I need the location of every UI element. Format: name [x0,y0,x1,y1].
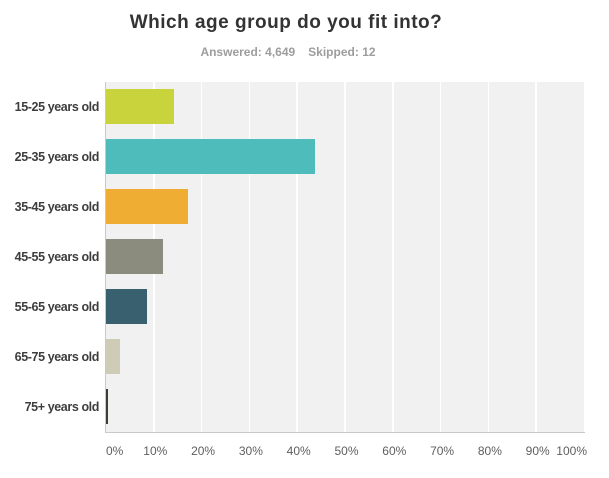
bar-25-35-years-old[interactable] [106,139,315,174]
category-label-75-years-old: 75+ years old [24,399,100,414]
y-axis-line [104,81,106,432]
plot-area [106,81,584,432]
answered-stat: Answered: 4,649 [200,45,295,59]
category-label-25-35-years-old: 25-35 years old [14,149,100,164]
category-label-65-75-years-old: 65-75 years old [14,349,100,364]
x-tick-label-20: 20% [191,443,216,458]
chart-subtitle: Answered: 4,649 Skipped: 12 [0,45,576,59]
x-tick-label-0: 0% [106,443,124,458]
bar-75-years-old[interactable] [106,389,109,424]
gridline-50% [344,81,346,432]
x-tick-label-80: 80% [477,443,502,458]
x-tick-label-70: 70% [430,443,455,458]
category-label-35-45-years-old: 35-45 years old [14,199,100,214]
x-tick-label-30: 30% [238,443,263,458]
answered-value: 4,649 [265,45,296,59]
gridline-60% [392,81,394,432]
x-tick-label-90: 90% [525,443,550,458]
bar-15-25-years-old[interactable] [106,89,174,124]
skipped-value: 12 [362,45,376,59]
gridline-70% [439,81,442,432]
skipped-label: Skipped: [308,45,359,59]
category-label-15-25-years-old: 15-25 years old [14,99,100,114]
bar-45-55-years-old[interactable] [106,239,163,274]
chart-title: Which age group do you fit into? [129,12,443,33]
answered-label: Answered: [200,45,262,59]
category-label-55-65-years-old: 55-65 years old [14,299,100,314]
gridline-40% [296,81,298,432]
bar-35-45-years-old[interactable] [106,189,188,224]
gridline-30% [248,81,251,432]
x-tick-label-60: 60% [382,443,407,458]
x-tick-label-10: 10% [143,443,168,458]
x-tick-label-40: 40% [286,443,311,458]
gridline-20% [200,81,203,432]
x-axis-line [104,431,585,433]
skipped-stat: Skipped: 12 [308,45,375,59]
category-label-45-55-years-old: 45-55 years old [14,249,100,264]
x-tick-label-50: 50% [334,443,359,458]
gridline-90% [535,81,537,432]
x-tick-label-100: 100% [556,443,587,458]
bar-55-65-years-old[interactable] [106,289,147,324]
bar-65-75-years-old[interactable] [106,339,120,374]
gridline-80% [487,81,490,432]
